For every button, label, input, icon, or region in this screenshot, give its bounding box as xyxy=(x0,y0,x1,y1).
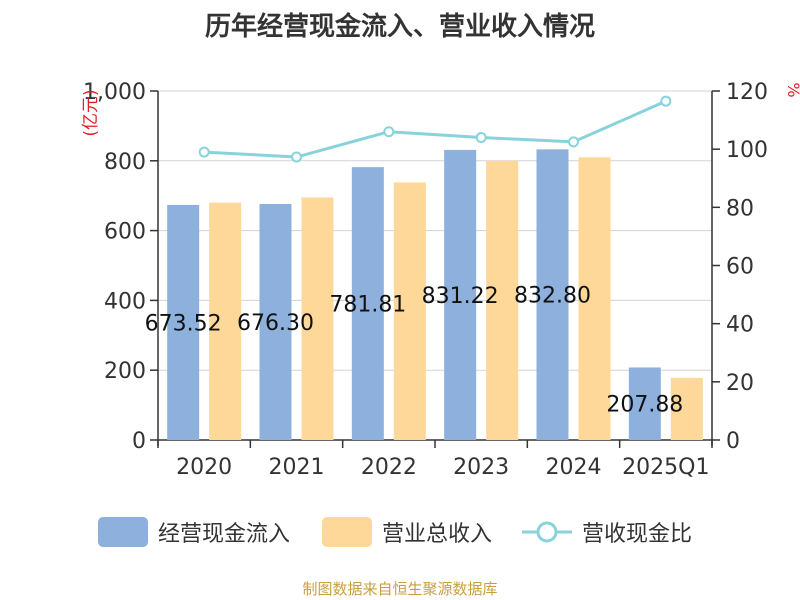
ratio-point xyxy=(383,126,395,138)
bar-data-label: 207.88 xyxy=(606,393,683,418)
left-tick-label: 0 xyxy=(132,429,146,454)
x-tick-label: 2021 xyxy=(269,455,325,480)
legend-swatch-cash-inflow xyxy=(98,517,148,547)
bar-cash-inflow xyxy=(351,167,384,440)
bar-revenue xyxy=(486,160,519,441)
bar-cash-inflow xyxy=(628,367,661,440)
bar-revenue xyxy=(670,377,703,440)
bar-data-label: 832.80 xyxy=(514,284,591,309)
x-tick-label: 2022 xyxy=(361,455,417,480)
legend-item-revenue[interactable]: 营业总收入 xyxy=(322,516,492,548)
bar-revenue xyxy=(209,202,242,440)
left-tick-label: 1,000 xyxy=(83,80,146,105)
ratio-line xyxy=(204,99,667,159)
legend: 经营现金流入 营业总收入 营收现金比 xyxy=(0,516,800,556)
left-axis-unit: (亿元) xyxy=(81,89,101,136)
ratio-point xyxy=(660,95,672,107)
bar-data-label: 676.30 xyxy=(237,311,314,336)
legend-label-revenue: 营业总收入 xyxy=(382,522,493,547)
ratio-point xyxy=(291,151,302,163)
legend-label-cash-inflow: 经营现金流入 xyxy=(158,522,291,547)
bar-cash-inflow xyxy=(167,204,200,440)
ratio-point xyxy=(198,146,210,158)
ratio-point xyxy=(568,136,579,148)
left-tick-label: 800 xyxy=(104,150,146,175)
right-tick-label: 60 xyxy=(726,255,754,280)
right-axis-unit: % xyxy=(784,82,800,97)
legend-item-cash-ratio[interactable]: 营收现金比 xyxy=(522,516,692,548)
right-tick-label: 0 xyxy=(726,429,740,454)
bar-revenue xyxy=(393,182,426,441)
legend-label-cash-ratio: 营收现金比 xyxy=(582,522,693,547)
x-tick-label: 2025Q1 xyxy=(622,455,709,480)
bar-data-label: 673.52 xyxy=(145,311,222,336)
left-tick-label: 200 xyxy=(104,359,146,384)
bar-data-label: 781.81 xyxy=(329,293,406,318)
chart-title: 历年经营现金流入、营业收入情况 xyxy=(204,12,595,42)
left-tick-label: 600 xyxy=(104,220,146,245)
right-tick-label: 120 xyxy=(726,80,768,105)
legend-swatch-revenue xyxy=(322,517,372,547)
bar-revenue xyxy=(301,197,334,440)
left-tick-label: 400 xyxy=(104,289,146,314)
x-tick-label: 2020 xyxy=(176,455,232,480)
ratio-point xyxy=(475,132,487,144)
right-tick-label: 40 xyxy=(726,313,754,338)
bar-cash-inflow xyxy=(259,203,292,440)
x-tick-label: 2024 xyxy=(546,455,602,480)
x-tick-label: 2023 xyxy=(453,455,509,480)
right-tick-label: 80 xyxy=(726,196,754,221)
source-note: 制图数据来自恒生聚源数据库 xyxy=(302,580,498,598)
legend-item-cash-inflow[interactable]: 经营现金流入 xyxy=(98,516,290,548)
right-tick-label: 20 xyxy=(726,371,754,396)
legend-line-icon xyxy=(522,521,572,543)
bar-cash-inflow xyxy=(444,149,477,440)
bar-data-label: 831.22 xyxy=(422,284,499,309)
bar-revenue xyxy=(578,157,611,440)
bar-cash-inflow xyxy=(536,149,569,441)
right-tick-label: 100 xyxy=(726,138,768,163)
